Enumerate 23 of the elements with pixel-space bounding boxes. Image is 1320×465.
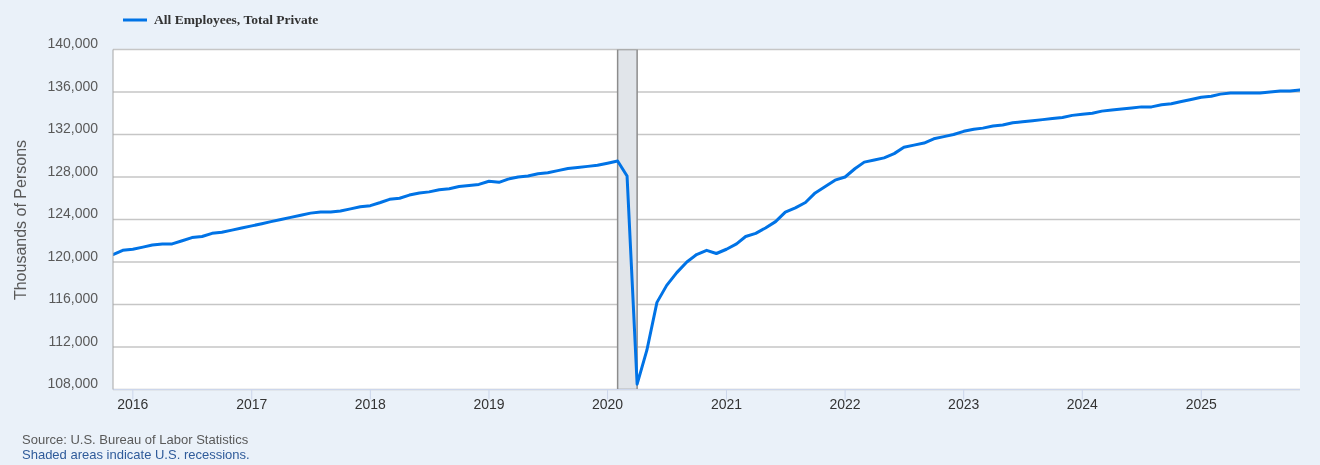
x-tick-label: 2016 [117, 396, 149, 413]
y-tick-label: 136,000 [47, 77, 99, 94]
x-tick-label: 2024 [1066, 396, 1099, 413]
legend-label: All Employees, Total Private [154, 12, 319, 28]
y-axis-title: Thousands of Persons [12, 139, 29, 300]
x-tick-label: 2019 [473, 396, 505, 413]
x-tick-label: 2017 [236, 396, 268, 413]
text: Shaded areas indicate U.S. recessions. [22, 447, 250, 462]
y-tick-label: 120,000 [47, 247, 99, 264]
y-tick-label: 112,000 [48, 332, 99, 349]
y-tick-label: 108,000 [47, 375, 99, 391]
x-tick-label: 2022 [829, 396, 861, 413]
source-note: Source: U.S. Bureau of Labor Statistics [22, 432, 249, 447]
y-tick-label: 132,000 [47, 120, 99, 136]
y-tick-label: 140,000 [47, 35, 99, 51]
x-tick-label: 2020 [591, 396, 624, 413]
x-tick-label: 2018 [354, 396, 387, 413]
y-tick-label: 128,000 [47, 162, 99, 179]
y-tick-label: 116,000 [48, 290, 99, 306]
x-tick-label: 2023 [948, 396, 980, 413]
x-tick-label: 2025 [1185, 396, 1217, 413]
y-tick-label: 124,000 [47, 205, 99, 221]
x-tick-label: 2021 [710, 396, 743, 413]
